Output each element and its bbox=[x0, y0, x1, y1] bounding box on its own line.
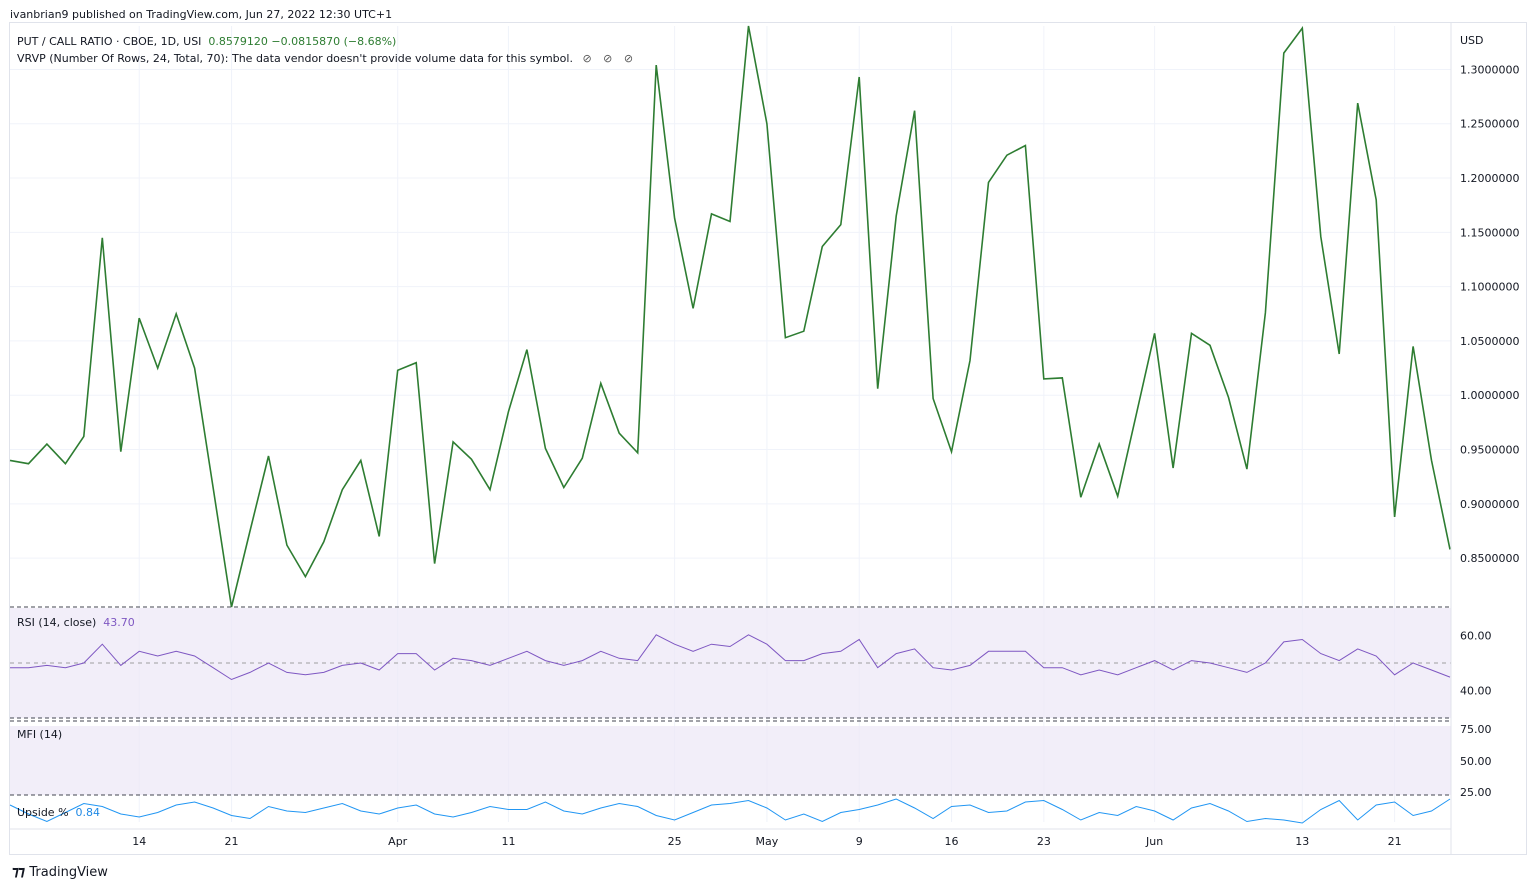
mfi-y-tick-label: 50.00 bbox=[1460, 755, 1492, 768]
legend-upside-label: Upside % bbox=[17, 806, 69, 819]
legend-vrvp: VRVP (Number Of Rows, 24, Total, 70): Th… bbox=[17, 52, 573, 65]
x-tick-label: Jun bbox=[1145, 835, 1163, 848]
x-tick-label: 25 bbox=[668, 835, 682, 848]
x-tick-label: Apr bbox=[388, 835, 408, 848]
legend-rsi-row: RSI (14, close) 43.70 bbox=[17, 616, 135, 629]
upside-series-line bbox=[9, 798, 1451, 824]
legend-upside-value: 0.84 bbox=[75, 806, 101, 819]
x-tick-label: 13 bbox=[1295, 835, 1309, 848]
mfi-band-background bbox=[10, 726, 1451, 795]
legend-rsi-label: RSI (14, close) bbox=[17, 616, 97, 629]
mfi-y-tick-label: 25.00 bbox=[1460, 786, 1492, 799]
chart-frame bbox=[9, 22, 1527, 855]
x-tick-label: 21 bbox=[1388, 835, 1402, 848]
rsi-y-tick-label: 40.00 bbox=[1460, 685, 1492, 698]
footer-brand[interactable]: ⁊⁊ TradingView bbox=[12, 864, 108, 880]
rsi-y-tick-label: 60.00 bbox=[1460, 630, 1492, 643]
x-tick-label: 11 bbox=[501, 835, 515, 848]
y-tick-label: 0.9500000 bbox=[1460, 444, 1520, 457]
x-tick-label: 21 bbox=[225, 835, 239, 848]
x-tick-label: May bbox=[756, 835, 779, 848]
price-series-line bbox=[9, 25, 1451, 608]
x-tick-label: 23 bbox=[1037, 835, 1051, 848]
mfi-y-tick-label: 75.00 bbox=[1460, 723, 1492, 736]
y-tick-label: 0.8500000 bbox=[1460, 552, 1520, 565]
legend-symbol-row: PUT / CALL RATIO · CBOE, 1D, USI 0.85791… bbox=[17, 35, 396, 48]
legend-values: 0.8579120 −0.0815870 (−8.68%) bbox=[208, 35, 397, 48]
tradingview-logo-icon: ⁊⁊ bbox=[12, 864, 25, 880]
x-tick-label: 16 bbox=[945, 835, 959, 848]
rsi-series-line bbox=[10, 634, 1451, 681]
y-tick-label: 1.0000000 bbox=[1460, 389, 1520, 402]
y-tick-label: 0.9000000 bbox=[1460, 498, 1520, 511]
publisher-caption: ivanbrian9 published on TradingView.com,… bbox=[10, 8, 393, 21]
y-tick-label: 1.2000000 bbox=[1460, 172, 1520, 185]
vrvp-visibility-icons[interactable]: ⊘ ⊘ ⊘ bbox=[582, 52, 638, 65]
legend-vrvp-row: VRVP (Number Of Rows, 24, Total, 70): Th… bbox=[17, 52, 637, 65]
y-tick-label: 1.0500000 bbox=[1460, 335, 1520, 348]
x-tick-label: 9 bbox=[856, 835, 863, 848]
y-axis-unit-label: USD bbox=[1460, 34, 1484, 47]
y-tick-label: 1.2500000 bbox=[1460, 118, 1520, 131]
legend-symbol: PUT / CALL RATIO · CBOE, 1D, USI bbox=[17, 35, 202, 48]
legend-mfi-label: MFI (14) bbox=[17, 728, 63, 741]
legend-rsi-value: 43.70 bbox=[103, 616, 135, 629]
y-tick-label: 1.1500000 bbox=[1460, 226, 1520, 239]
y-tick-label: 1.1000000 bbox=[1460, 281, 1520, 294]
footer-brand-text: TradingView bbox=[29, 864, 108, 880]
x-tick-label: 14 bbox=[132, 835, 146, 848]
legend-upside-row: Upside % 0.84 bbox=[17, 806, 100, 819]
y-tick-label: 1.3000000 bbox=[1460, 63, 1520, 76]
